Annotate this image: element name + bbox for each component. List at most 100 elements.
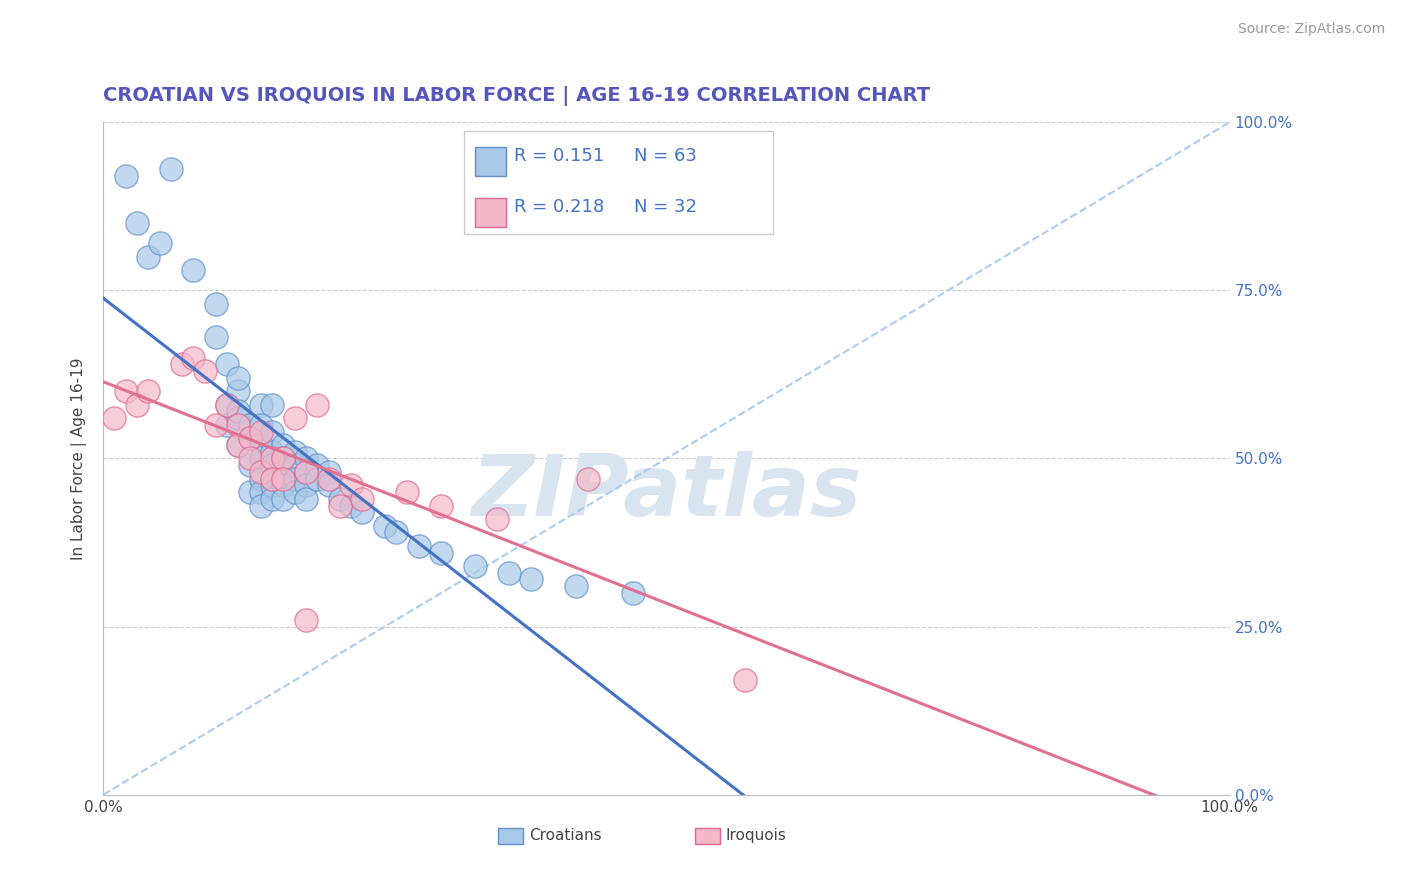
- Point: [284, 411, 307, 425]
- Point: [284, 444, 307, 458]
- Point: [307, 398, 329, 412]
- Point: [374, 518, 396, 533]
- Point: [318, 478, 340, 492]
- Point: [284, 485, 307, 500]
- Text: N = 32: N = 32: [634, 198, 697, 217]
- Text: ZIPatlas: ZIPatlas: [471, 450, 862, 533]
- Text: R = 0.218: R = 0.218: [515, 198, 605, 217]
- Point: [262, 478, 284, 492]
- Point: [250, 398, 273, 412]
- Point: [329, 499, 352, 513]
- Text: R = 0.151: R = 0.151: [515, 147, 605, 165]
- Point: [148, 236, 170, 251]
- Point: [228, 411, 250, 425]
- Point: [125, 216, 148, 230]
- Point: [125, 398, 148, 412]
- Point: [114, 169, 136, 183]
- Point: [217, 398, 239, 412]
- Point: [273, 451, 295, 466]
- Point: [239, 431, 262, 445]
- Point: [217, 357, 239, 371]
- Point: [430, 546, 453, 560]
- Point: [239, 417, 262, 432]
- Point: [228, 370, 250, 384]
- Point: [250, 472, 273, 486]
- Point: [239, 485, 262, 500]
- Point: [295, 465, 318, 479]
- Point: [318, 472, 340, 486]
- Point: [136, 250, 159, 264]
- Text: Source: ZipAtlas.com: Source: ZipAtlas.com: [1237, 22, 1385, 37]
- Point: [295, 478, 318, 492]
- Point: [194, 364, 217, 378]
- Point: [284, 458, 307, 472]
- Point: [183, 351, 205, 365]
- Point: [385, 525, 408, 540]
- Point: [217, 398, 239, 412]
- Point: [273, 491, 295, 506]
- Point: [103, 411, 125, 425]
- Point: [498, 566, 520, 580]
- Point: [262, 398, 284, 412]
- Point: [284, 472, 307, 486]
- Point: [205, 417, 228, 432]
- Point: [576, 472, 599, 486]
- Text: Croatians: Croatians: [529, 829, 602, 843]
- Point: [295, 465, 318, 479]
- Point: [228, 438, 250, 452]
- Point: [159, 162, 181, 177]
- Point: [228, 404, 250, 418]
- Point: [250, 451, 273, 466]
- Point: [318, 465, 340, 479]
- Point: [262, 472, 284, 486]
- Point: [262, 451, 284, 466]
- Y-axis label: In Labor Force | Age 16-19: In Labor Force | Age 16-19: [72, 357, 87, 559]
- Point: [250, 485, 273, 500]
- Point: [273, 465, 295, 479]
- Point: [228, 417, 250, 432]
- Point: [307, 458, 329, 472]
- Point: [262, 491, 284, 506]
- Point: [239, 458, 262, 472]
- Point: [250, 465, 273, 479]
- Point: [295, 451, 318, 466]
- Point: [273, 451, 295, 466]
- Point: [273, 438, 295, 452]
- Point: [217, 417, 239, 432]
- Point: [352, 505, 374, 519]
- Point: [170, 357, 193, 371]
- Point: [262, 444, 284, 458]
- Point: [340, 478, 363, 492]
- Point: [520, 573, 543, 587]
- Point: [250, 425, 273, 439]
- Point: [307, 472, 329, 486]
- Point: [262, 472, 284, 486]
- Point: [273, 478, 295, 492]
- Point: [136, 384, 159, 399]
- Text: Iroquois: Iroquois: [725, 829, 786, 843]
- Point: [464, 559, 486, 574]
- Point: [273, 472, 295, 486]
- Point: [183, 263, 205, 277]
- Point: [396, 485, 419, 500]
- Point: [239, 431, 262, 445]
- Point: [295, 613, 318, 627]
- Point: [408, 539, 430, 553]
- Text: N = 63: N = 63: [634, 147, 697, 165]
- Point: [295, 491, 318, 506]
- Point: [239, 451, 262, 466]
- Point: [250, 499, 273, 513]
- Point: [250, 417, 273, 432]
- Point: [228, 438, 250, 452]
- Point: [205, 330, 228, 344]
- Point: [262, 458, 284, 472]
- Point: [430, 499, 453, 513]
- Point: [329, 491, 352, 506]
- Point: [621, 586, 644, 600]
- Point: [228, 384, 250, 399]
- Point: [486, 512, 509, 526]
- Text: CROATIAN VS IROQUOIS IN LABOR FORCE | AGE 16-19 CORRELATION CHART: CROATIAN VS IROQUOIS IN LABOR FORCE | AG…: [103, 87, 931, 106]
- Point: [734, 673, 756, 688]
- Point: [262, 425, 284, 439]
- Point: [352, 491, 374, 506]
